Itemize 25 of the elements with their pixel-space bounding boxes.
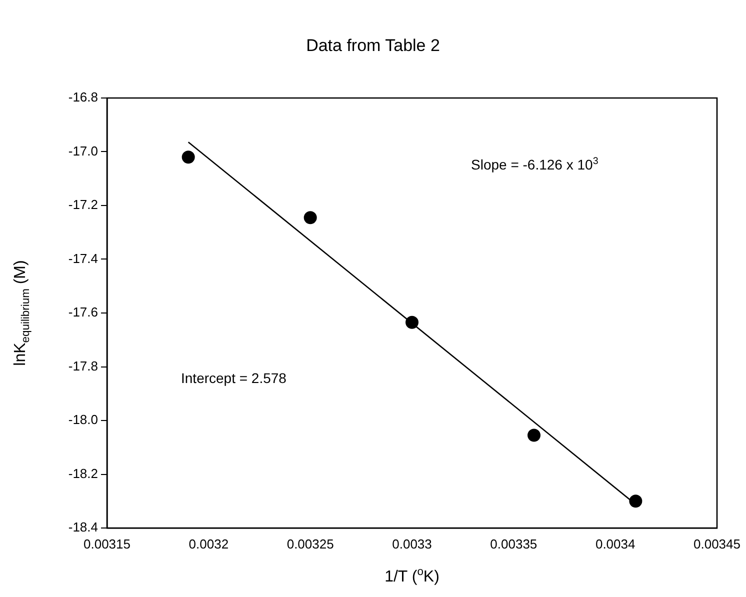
- x-axis-title: 1/T ($^{o}$K): [384, 566, 440, 586]
- y-tick-label: -17.8: [68, 358, 98, 374]
- point: [629, 494, 642, 508]
- point: [406, 316, 418, 329]
- y-tick-label: -17.6: [68, 304, 98, 320]
- x-tick-label: 0.0034: [595, 536, 636, 552]
- x-tick-label: 0.0032: [188, 536, 229, 552]
- y-tick-label: -17.4: [68, 250, 98, 266]
- point: [528, 428, 540, 442]
- chart-title: Data from Table 2: [305, 36, 441, 56]
- y-tick-label: -16.8: [68, 90, 98, 105]
- y-tick-label: -17.0: [68, 143, 98, 158]
- y-tick-label: -18.2: [68, 466, 98, 481]
- x-tick-label: 0.00325: [286, 536, 334, 552]
- annotation: Intercept = 2.578: [181, 370, 286, 386]
- x-tick-label: 0.00345: [694, 536, 740, 552]
- point: [304, 211, 317, 224]
- point: [182, 150, 195, 164]
- annotation: Slope = -6.126 x 10$^{3}$: [471, 156, 598, 173]
- x-tick-label: 0.00335: [490, 536, 538, 552]
- y-tick-label: -18.4: [68, 520, 98, 535]
- x-tick-label: 0.00315: [84, 536, 130, 552]
- x-tick-label: 0.0033: [392, 536, 432, 552]
- y-tick-label: -18.0: [68, 412, 98, 428]
- y-tick-label: -17.2: [68, 197, 98, 212]
